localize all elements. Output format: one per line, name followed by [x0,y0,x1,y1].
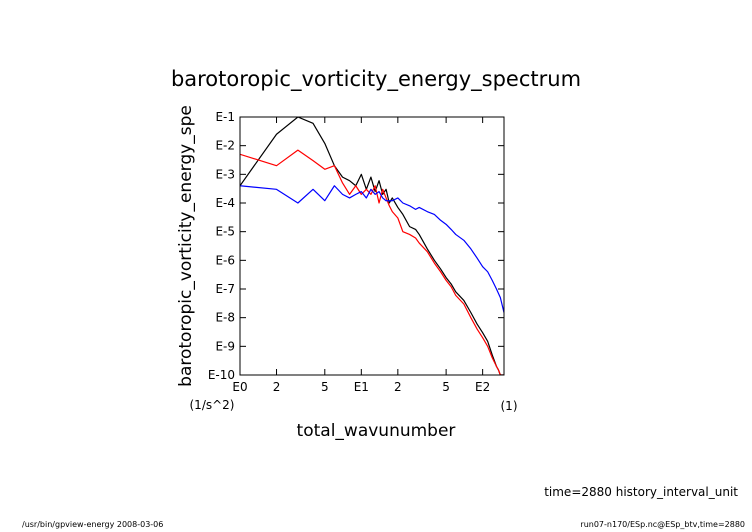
x-tick-label: 2 [394,380,402,394]
series-line-1 [240,117,504,375]
footer-right: run07-n170/ESp.nc@ESp_btv,time=2880 [580,520,745,529]
y-tick-label: E-5 [215,225,235,239]
y-tick-label: E-7 [215,282,235,296]
y-tick-label: E-10 [208,368,235,382]
time-annotation: time=2880 history_interval_unit [544,485,738,499]
x-tick-label: 2 [273,380,281,394]
footer-left: /usr/bin/gpview-energy 2008-03-06 [22,520,163,529]
x-tick-label: E0 [232,380,247,394]
x-tick-label: 5 [442,380,450,394]
plot-frame [239,116,505,376]
y-tick-label: E-4 [215,196,235,210]
chart-title: barotoropic_vorticity_energy_spectrum [171,67,581,92]
tick-layer: E0 2 5 E1 2 5 E2 E-1 E-2 E-3 E-4 E-5 E-6 E-7 E-8 E-9 E-1… [208,110,504,394]
y-tick-label: E-8 [215,311,235,325]
y-axis-unit: (1/s^2) [190,398,235,412]
y-tick-label: E-6 [215,253,235,267]
plot-area: E0 2 5 E1 2 5 E2 E-1 E-2 E-3 E-4 E-5 E-6 E-7 E-8 E-9 E-1… [208,110,505,394]
x-axis-label: total_wavunumber [297,421,456,441]
y-tick-label: E-3 [215,167,235,181]
series-line-3 [240,185,504,313]
y-tick-label: E-1 [215,110,235,124]
series-line-2 [240,149,504,375]
series-layer [240,117,504,375]
y-tick-label: E-9 [215,339,235,353]
x-tick-label: E1 [354,380,369,394]
y-axis-label: barotoropic_vorticity_energy_spe [176,105,196,387]
x-axis-unit: (1) [501,399,518,413]
x-tick-label: 5 [321,380,329,394]
x-tick-label: E2 [475,380,490,394]
y-tick-label: E-2 [215,139,235,153]
